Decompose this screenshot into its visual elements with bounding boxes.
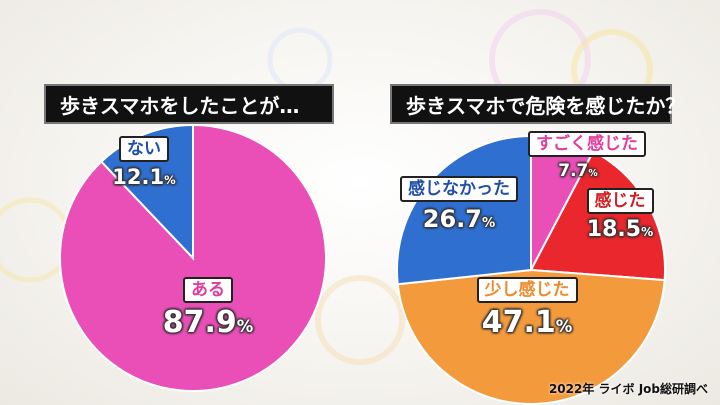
label-left-aru: ある 87.9%: [148, 277, 268, 340]
slice-value: 7.7%: [558, 161, 598, 181]
slice-value: 18.5%: [586, 217, 654, 242]
slice-value: 87.9%: [162, 305, 254, 340]
pie-slice-1-2: [396, 268, 666, 405]
slice-label: 感じなかった: [400, 176, 518, 202]
chart-title-right: 歩きスマホで危険を感じたか？: [390, 84, 685, 124]
label-right-kanjita: 感じた 18.5%: [572, 188, 668, 242]
chart-title-left: 歩きスマホをしたことが…: [44, 84, 334, 124]
slice-label: ある: [183, 277, 233, 303]
slice-value: 47.1%: [481, 305, 573, 340]
slice-label: ない: [119, 136, 169, 162]
slice-value: 26.7%: [422, 205, 496, 233]
label-right-sukoshi: 少し感じた 47.1%: [462, 277, 592, 340]
slice-value: 12.1%: [112, 165, 176, 189]
slice-label: すごく感じた: [528, 131, 646, 157]
label-left-nai: ない 12.1%: [104, 136, 184, 189]
label-right-sugoku: すごく感じた 7.7%: [528, 131, 646, 181]
source-note: 2022年 ライボ Job総研調べ: [548, 382, 708, 396]
label-right-nakatta: 感じなかった 26.7%: [398, 176, 520, 233]
slice-label: 少し感じた: [476, 277, 578, 303]
slice-label: 感じた: [586, 188, 654, 214]
